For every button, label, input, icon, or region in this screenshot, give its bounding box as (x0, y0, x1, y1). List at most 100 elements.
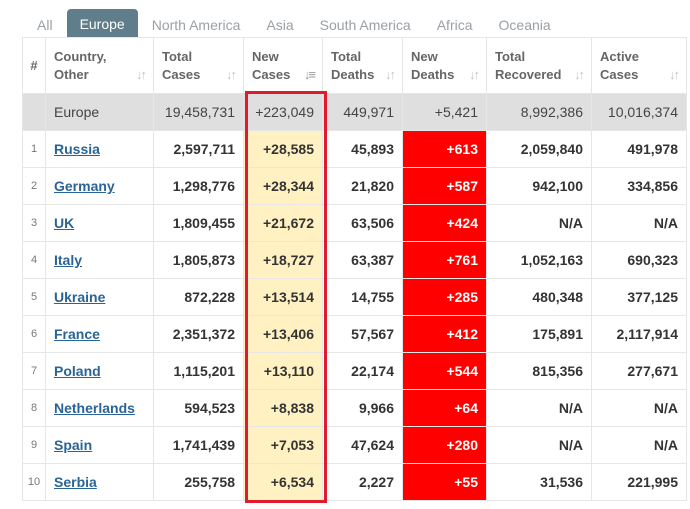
column-header-new-cases-line2: Cases (252, 66, 291, 82)
column-header-total-recovered-line2: Recovered (495, 66, 562, 82)
country-cell: UK (45, 204, 154, 242)
total-deaths-cell: 2,227 (322, 463, 403, 501)
total-row-number (22, 93, 46, 131)
table-row: 10 Serbia 255,758 +6,534 2,227 +55 31,536 221,9… (22, 463, 687, 501)
total-row-region: Europe (45, 93, 154, 131)
country-link[interactable]: Poland (54, 363, 101, 379)
new-deaths-cell: +55 (402, 463, 487, 501)
column-header-new-deaths-line2: Deaths (411, 66, 455, 82)
tab-north-america[interactable]: North America (151, 17, 241, 33)
total-recovered-cell: 175,891 (486, 315, 592, 353)
new-cases-cell: +8,838 (243, 389, 323, 427)
total-deaths-cell: 22,174 (322, 352, 403, 390)
country-link[interactable]: Spain (54, 437, 93, 453)
sort-arrows-icon[interactable]: ↓↑ (385, 67, 396, 82)
new-deaths-cell: +280 (402, 426, 487, 464)
new-cases-cell: +28,585 (243, 130, 323, 168)
country-link[interactable]: France (54, 326, 100, 342)
column-header-number[interactable]: # (22, 37, 46, 94)
total-recovered-cell: 480,348 (486, 278, 592, 316)
total-deaths-cell: 21,820 (322, 167, 403, 205)
new-cases-cell: +18,727 (243, 241, 323, 279)
column-header-total-recovered-line1: Total (495, 48, 526, 64)
total-row: Europe 19,458,731 +223,049 449,971 +5,42… (22, 93, 687, 131)
total-deaths-cell: 63,387 (322, 241, 403, 279)
sort-arrows-icon[interactable]: ↓↑ (669, 67, 680, 82)
column-header-total-deaths[interactable]: Total Deaths ↓↑ (322, 37, 403, 94)
country-link[interactable]: Germany (54, 178, 115, 194)
total-deaths-cell: 14,755 (322, 278, 403, 316)
column-header-number-label: # (30, 58, 38, 73)
row-number: 3 (22, 204, 46, 242)
total-deaths-cell: 57,567 (322, 315, 403, 353)
sort-descending-icon[interactable]: ↓≡ (303, 67, 316, 82)
new-deaths-cell: +285 (402, 278, 487, 316)
new-deaths-cell: +412 (402, 315, 487, 353)
new-cases-cell: +6,534 (243, 463, 323, 501)
row-number: 9 (22, 426, 46, 464)
total-deaths-cell: 47,624 (322, 426, 403, 464)
country-link[interactable]: Italy (54, 252, 83, 268)
total-cases-cell: 594,523 (153, 389, 244, 427)
total-cases-cell: 872,228 (153, 278, 244, 316)
column-header-total-deaths-line2: Deaths (331, 66, 375, 82)
sort-arrows-icon[interactable]: ↓↑ (226, 67, 237, 82)
total-cases-cell: 1,115,201 (153, 352, 244, 390)
total-recovered-cell: 815,356 (486, 352, 592, 390)
sort-arrows-icon[interactable]: ↓↑ (136, 67, 147, 82)
country-cell: Serbia (45, 463, 154, 501)
column-header-country-line2: Other (54, 66, 89, 82)
active-cases-cell: 334,856 (591, 167, 687, 205)
table-header-row: # Country, Other ↓↑ Total Cases ↓↑ New C… (22, 37, 687, 94)
row-number: 5 (22, 278, 46, 316)
sort-arrows-icon[interactable]: ↓↑ (574, 67, 585, 82)
table-row: 8 Netherlands 594,523 +8,838 9,966 +64 N/A N/A (22, 389, 687, 427)
country-cell: Poland (45, 352, 154, 390)
column-header-total-recovered[interactable]: Total Recovered ↓↑ (486, 37, 592, 94)
tab-asia[interactable]: Asia (266, 17, 294, 33)
column-header-active-cases-line1: Active (600, 48, 640, 64)
tab-south-america[interactable]: South America (319, 17, 411, 33)
country-link[interactable]: Netherlands (54, 400, 135, 416)
country-link[interactable]: UK (54, 215, 75, 231)
total-deaths-cell: 63,506 (322, 204, 403, 242)
column-header-new-cases-line1: New (252, 48, 279, 64)
new-deaths-cell: +613 (402, 130, 487, 168)
column-header-active-cases-line2: Cases (600, 66, 639, 82)
tab-europe[interactable]: Europe (66, 9, 138, 38)
row-number: 1 (22, 130, 46, 168)
sort-arrows-icon[interactable]: ↓↑ (469, 67, 480, 82)
column-header-new-deaths[interactable]: New Deaths ↓↑ (402, 37, 487, 94)
total-recovered-cell: N/A (486, 204, 592, 242)
column-header-new-deaths-line1: New (411, 48, 438, 64)
column-header-country[interactable]: Country, Other ↓↑ (45, 37, 154, 94)
total-recovered-cell: N/A (486, 426, 592, 464)
country-cell: France (45, 315, 154, 353)
table-row: 7 Poland 1,115,201 +13,110 22,174 +544 815,356… (22, 352, 687, 390)
tab-oceania[interactable]: Oceania (498, 17, 551, 33)
active-cases-cell: N/A (591, 204, 687, 242)
column-header-total-cases-line2: Cases (162, 66, 201, 82)
country-cell: Russia (45, 130, 154, 168)
column-header-total-cases-line1: Total (162, 48, 193, 64)
total-cases-cell: 1,809,455 (153, 204, 244, 242)
tab-all[interactable]: All (37, 17, 53, 33)
country-link[interactable]: Russia (54, 141, 100, 157)
new-cases-cell: +21,672 (243, 204, 323, 242)
active-cases-cell: 491,978 (591, 130, 687, 168)
new-deaths-cell: +64 (402, 389, 487, 427)
total-cases-cell: 2,597,711 (153, 130, 244, 168)
table-row: 1 Russia 2,597,711 +28,585 45,893 +613 2,059,8… (22, 130, 687, 168)
country-link[interactable]: Ukraine (54, 289, 106, 305)
tab-africa[interactable]: Africa (436, 17, 473, 33)
column-header-total-deaths-line1: Total (331, 48, 362, 64)
column-header-new-cases[interactable]: New Cases ↓≡ (243, 37, 323, 94)
table-row: 2 Germany 1,298,776 +28,344 21,820 +587 942,10… (22, 167, 687, 205)
new-cases-cell: +13,110 (243, 352, 323, 390)
column-header-active-cases[interactable]: Active Cases ↓↑ (591, 37, 687, 94)
row-number: 6 (22, 315, 46, 353)
column-header-total-cases[interactable]: Total Cases ↓↑ (153, 37, 244, 94)
country-link[interactable]: Serbia (54, 474, 97, 490)
total-deaths-cell: 9,966 (322, 389, 403, 427)
total-cases-cell: 1,298,776 (153, 167, 244, 205)
